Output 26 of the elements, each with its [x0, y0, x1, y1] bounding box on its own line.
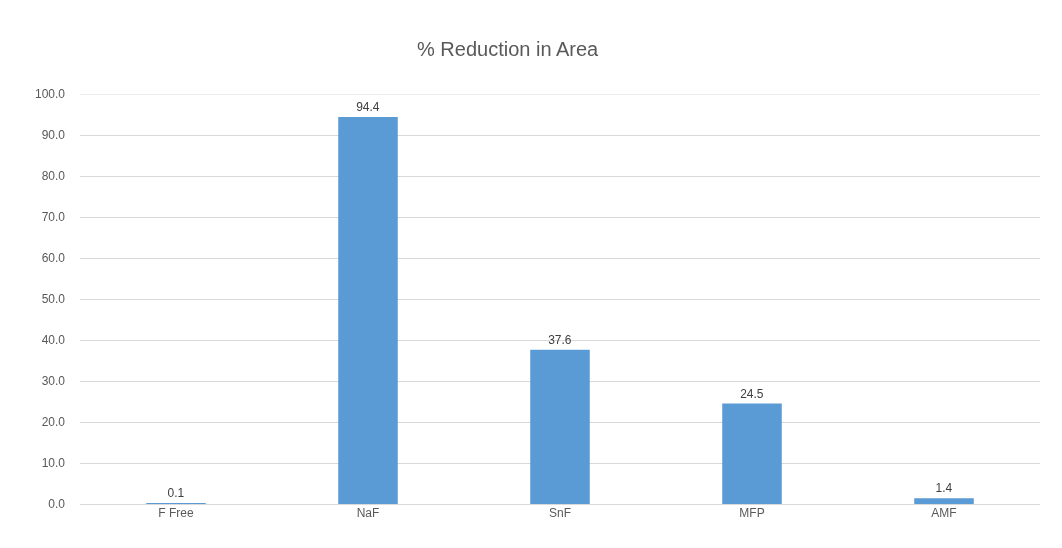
bar [530, 349, 590, 504]
bar [338, 116, 398, 504]
data-label: 94.4 [356, 99, 380, 114]
y-tick-label: 20.0 [41, 415, 66, 430]
y-tick-label: 0.0 [48, 497, 66, 512]
x-tick-label: MFP [739, 506, 765, 520]
x-tick-label: F Free [158, 506, 194, 520]
y-tick-label: 60.0 [41, 251, 66, 266]
bar [914, 498, 974, 504]
y-tick-label: 80.0 [41, 169, 66, 184]
chart-title: % Reduction in Area [417, 38, 600, 61]
y-tick-label: 30.0 [41, 374, 66, 389]
y-tick-label: 50.0 [41, 292, 66, 307]
data-label: 1.4 [935, 481, 953, 496]
y-tick-label: 70.0 [41, 210, 66, 225]
x-tick-label: AMF [931, 506, 957, 520]
y-tick-label: 90.0 [41, 128, 66, 143]
bar [722, 403, 782, 504]
y-tick-label: 10.0 [41, 456, 66, 471]
x-tick-label: NaF [356, 506, 380, 520]
data-label: 24.5 [740, 386, 764, 401]
y-tick-label: 40.0 [41, 333, 66, 348]
y-tick-label: 100.0 [34, 87, 66, 102]
data-label: 0.1 [167, 486, 185, 500]
x-tick-label: SnF [548, 506, 572, 520]
data-label: 37.6 [548, 332, 572, 347]
